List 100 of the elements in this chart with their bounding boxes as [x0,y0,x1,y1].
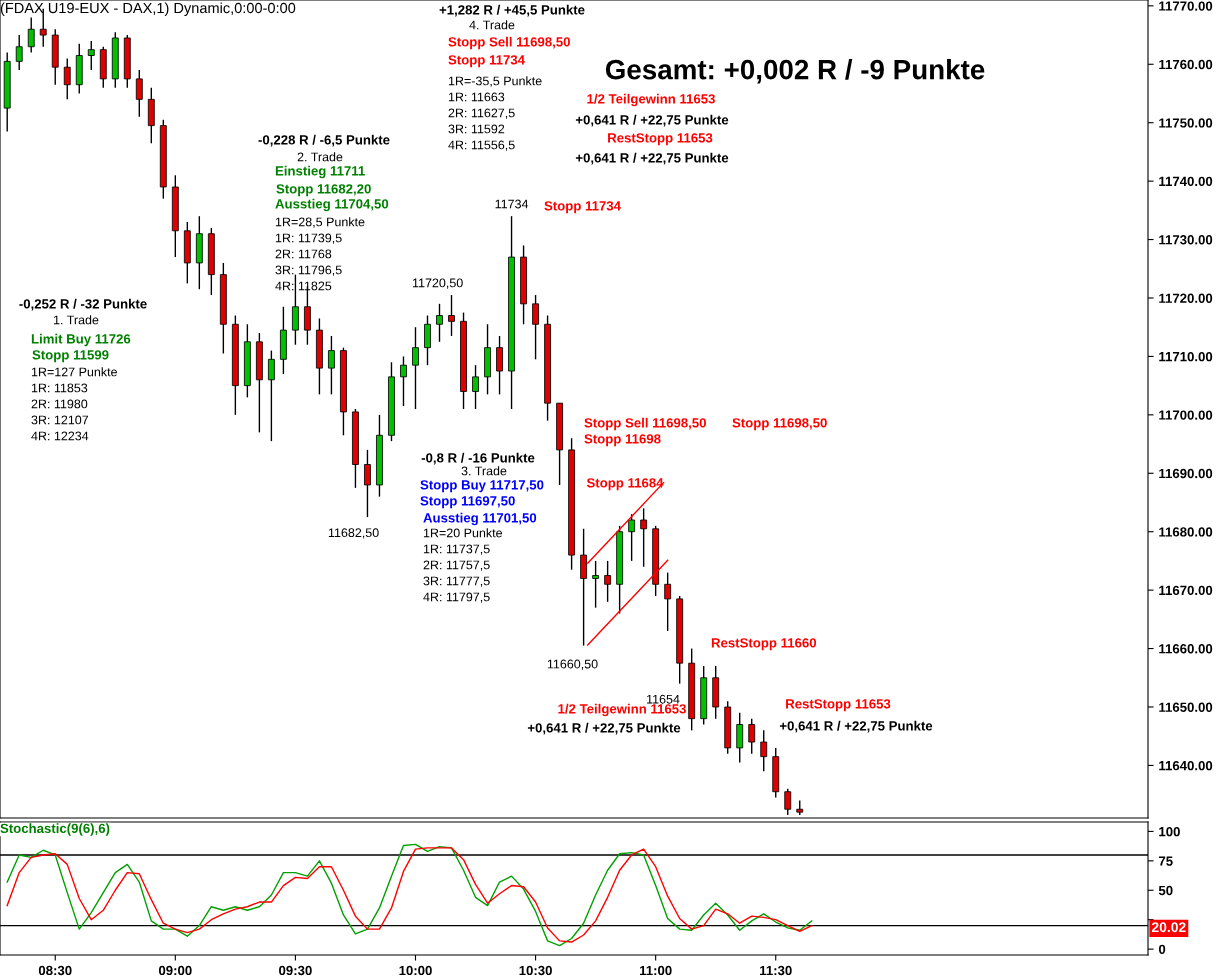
candlestick [63,57,71,101]
y-tick-label: 50 [1158,885,1173,896]
candlestick [436,303,443,343]
candlestick [760,729,768,772]
annotation: 2R: 11627,5 [448,108,515,119]
annotation: Stochastic(9(6),6) [0,823,110,836]
annotation: 1R: 11663 [448,92,505,102]
annotation: +1,282 R / +45,5 Punkte [439,4,585,17]
annotation: Stopp 11599 [32,350,109,363]
annotation: +0,641 R / +22,75 Punkte [527,722,681,735]
y-tick-label: 75 [1158,856,1173,866]
annotation: RestStopp 11660 [711,638,817,651]
annotation: 2R: 11757,5 [423,560,490,571]
candlestick [784,788,792,816]
candlestick [736,712,744,764]
annotation: Stopp 11698,50 [732,418,827,431]
x-tick-label: 09:00 [158,965,192,976]
annotation: Ausstieg 11704,50 [275,198,389,212]
annotation: Stopp Sell 11698,50 [584,417,706,431]
annotation: Einstieg 11711 [275,165,365,179]
candlestick [748,717,756,755]
y-tick-label: 11720.00 [1159,293,1213,303]
y-tick-label: 11640.00 [1159,760,1213,771]
annotation: 4R: 12234 [31,431,89,441]
y-tick-label: 11650.00 [1159,702,1213,712]
x-tick-label: 10:30 [519,965,552,976]
candlestick [472,364,479,410]
annotation: 11654 [647,694,680,704]
y-tick-label: 0 [1158,944,1166,955]
y-tick-label: 11700.00 [1159,410,1213,420]
annotation: 1/2 Teilgewinn 11653 [558,703,686,717]
candlestick [592,560,600,609]
annotation: 3R: 11796,5 [275,265,342,276]
annotation: -0,8 R / -16 Punkte [421,452,535,465]
annotation: 1R=20 Punkte [423,528,503,538]
x-tick-label: 08:30 [38,965,72,976]
annotation: 1/2 Teilgewinn 11653 [587,93,715,107]
candlestick [328,335,335,396]
annotation: 3. Trade [461,466,507,476]
annotation: +0,641 R / +22,75 Punkte [779,720,933,733]
x-tick-label: 11:30 [760,965,792,976]
annotation: 3R: 11592 [448,124,505,134]
annotation: 1R: 11737,5 [423,544,490,555]
candlestick [364,449,371,518]
annotation: 4R: 11797,5 [423,592,490,603]
candlestick [604,560,612,603]
annotation: Stopp Sell 11698,50 [448,36,570,50]
y-tick-label: 11760.00 [1159,59,1213,70]
annotation: Stopp 11682,20 [276,184,371,197]
annotation: 11660,50 [547,659,598,670]
x-tick-label: 10:00 [399,965,432,976]
annotation: 2R: 11768 [275,249,332,259]
annotation: Gesamt: +0,002 R / -9 Punkte [605,59,985,84]
candlestick [400,355,407,407]
y-tick-label: 11750.00 [1159,118,1213,128]
annotation: 1R: 11739,5 [275,233,342,244]
y-tick-label: 11730.00 [1159,235,1213,245]
annotation: 2R: 11980 [31,399,88,409]
annotation: 3R: 11777,5 [423,576,490,587]
annotation: Stopp Buy 11717,50 [420,480,544,493]
candlestick [664,571,672,632]
annotation: 3R: 12107 [31,415,89,425]
x-tick-label: 11:00 [639,965,672,976]
annotation: 2. Trade [297,152,343,162]
candlestick [15,34,23,71]
annotation: RestStopp 11653 [786,699,891,712]
candlestick [27,16,35,54]
candlestick [580,528,588,647]
annotation: 4R: 11556,5 [448,140,515,151]
candlestick [496,335,503,396]
annotation: -0,228 R / -6,5 Punkte [258,134,390,147]
annotation: 11682,50 [328,528,379,539]
y-tick-label: 11770.00 [1159,1,1213,11]
candlestick [267,349,275,442]
annotation: Stopp 11734 [448,55,525,68]
annotation: Ausstieg 11701,50 [423,512,537,526]
candlestick [448,294,455,337]
annotation: +0,641 R / +22,75 Punkte [575,152,729,165]
annotation: 1R=127 Punkte [31,367,117,377]
annotation: 1R=28,5 Punkte [275,217,365,228]
annotation: 1. Trade [54,315,99,325]
annotation: Stopp 11684 [586,478,664,491]
annotation: 4. Trade [469,20,515,30]
annotation: Stopp 11697,50 [420,496,515,509]
candlestick [628,513,636,562]
y-tick-label: 11660.00 [1159,644,1213,654]
annotation: -0,252 R / -32 Punkte [19,298,147,311]
y-tick-label: 100 [1159,826,1180,837]
candlestick [412,326,419,410]
y-tick-label: 11740.00 [1159,176,1213,187]
y-tick-label: 11680.00 [1159,527,1213,537]
y-tick-label: 11690.00 [1159,468,1213,479]
annotation: Limit Buy 11726 [31,333,131,347]
candlestick [135,69,143,118]
y-tick-label: 11710.00 [1159,351,1213,362]
chart-title: (FDAX U19-EUX - DAX,1) Dynamic,0:00-0:00 [0,2,296,17]
annotation: 1R=-35,5 Punkte [448,76,542,87]
annotation: RestStopp 11653 [608,133,713,146]
candlestick [532,294,539,361]
annotation: 4R: 11825 [275,281,332,291]
